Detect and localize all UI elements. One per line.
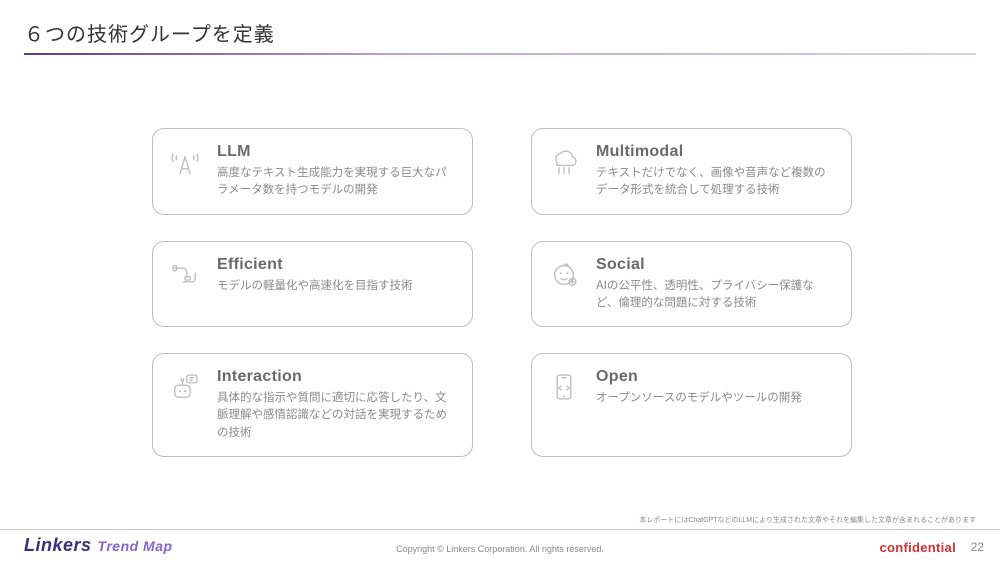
title-rule [24,53,976,55]
chatbot-icon [167,370,203,404]
card-grid: LLM 高度なテキスト生成能力を実現する巨大なパラメータ数を持つモデルの開発 M… [152,128,852,457]
card-desc: 高度なテキスト生成能力を実現する巨大なパラメータ数を持つモデルの開発 [217,165,456,200]
footnote: 本レポートにはChatGPTなどのLLMにより生成された文章やそれを編集した文章… [639,515,976,525]
card-desc: オープンソースのモデルやツールの開発 [596,390,835,407]
card-llm: LLM 高度なテキスト生成能力を実現する巨大なパラメータ数を持つモデルの開発 [152,128,473,215]
phone-code-icon [546,370,582,404]
card-heading: Multimodal [596,143,835,161]
brand-sub: Trend Map [98,538,173,554]
antenna-a-icon [167,145,203,179]
baby-face-icon [546,258,582,292]
card-multimodal: Multimodal テキストだけでなく、画像や音声など複数のデータ形式を統合し… [531,128,852,215]
card-social: Social AIの公平性、透明性、プライバシー保護など、倫理的な問題に対する技… [531,241,852,328]
copyright: Copyright © Linkers Corporation. All rig… [396,544,604,554]
card-heading: Interaction [217,368,456,386]
footer: Linkers Trend Map Copyright © Linkers Co… [0,529,1000,563]
confidential-label: confidential [879,540,956,555]
pipe-icon [167,258,203,292]
card-desc: モデルの軽量化や高速化を目指す技術 [217,278,456,295]
card-desc: AIの公平性、透明性、プライバシー保護など、倫理的な問題に対する技術 [596,278,835,313]
brand-main: Linkers [24,535,92,556]
title-bar: ６つの技術グループを定義 [24,18,976,55]
card-heading: LLM [217,143,456,161]
card-efficient: Efficient モデルの軽量化や高速化を目指す技術 [152,241,473,328]
cloud-data-icon [546,145,582,179]
card-heading: Open [596,368,835,386]
card-heading: Social [596,256,835,274]
card-heading: Efficient [217,256,456,274]
card-desc: テキストだけでなく、画像や音声など複数のデータ形式を統合して処理する技術 [596,165,835,200]
card-interaction: Interaction 具体的な指示や質問に適切に応答したり、文脈理解や感情認識… [152,353,473,457]
brand: Linkers Trend Map [24,535,173,556]
page-title: ６つの技術グループを定義 [24,18,976,47]
card-open: Open オープンソースのモデルやツールの開発 [531,353,852,457]
page-number: 22 [971,540,984,554]
card-desc: 具体的な指示や質問に適切に応答したり、文脈理解や感情認識などの対話を実現するため… [217,390,456,442]
slide: ６つの技術グループを定義 LLM 高度なテキスト生成能力を実現する巨大なパラメー… [0,0,1000,563]
